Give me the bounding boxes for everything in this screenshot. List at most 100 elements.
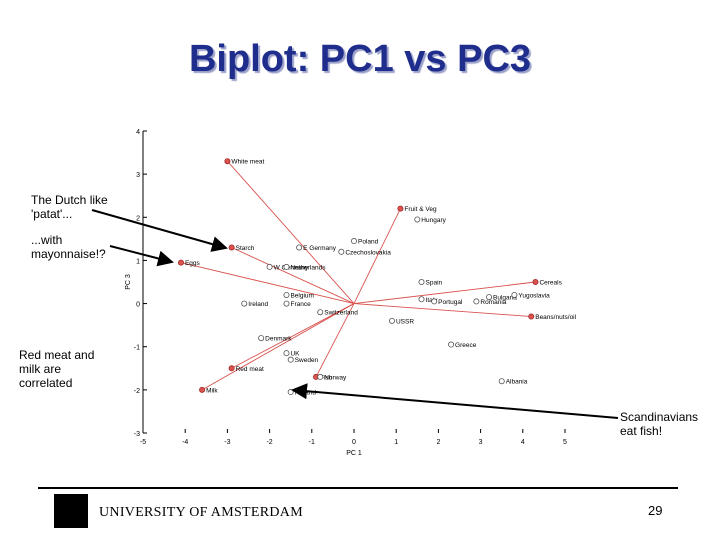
slide-title: Biplot: PC1 vs PC3 <box>188 38 532 80</box>
country-point-marker <box>317 309 324 316</box>
loading-vector <box>353 208 401 304</box>
x-tick-label: 2 <box>436 439 440 446</box>
loading-vector <box>201 303 355 391</box>
country-point-marker <box>486 294 493 301</box>
variable-point-label: Beans/nuts/oil <box>535 314 576 321</box>
note-dutch: The Dutch like 'patat'... <box>31 193 108 221</box>
y-tick-label: -2 <box>134 388 140 395</box>
footer-rule <box>38 487 678 489</box>
country-point-marker <box>287 356 294 363</box>
country-point-label: Romania <box>480 299 506 306</box>
note-mayonnaise: ...with mayonnaise!? <box>31 233 106 261</box>
country-point-label: Poland <box>358 239 379 246</box>
note-red-meat-milk: Red meat and milk are correlated <box>19 348 95 390</box>
x-tick-label: 5 <box>563 439 567 446</box>
y-tick-label: 4 <box>136 129 140 136</box>
country-point-marker <box>317 373 324 380</box>
university-logo-icon <box>54 494 88 528</box>
arrow-dutch <box>91 209 228 252</box>
page-number: 29 <box>648 503 663 518</box>
variable-point-marker <box>228 365 235 372</box>
note-scandinavians: Scandinavians eat fish! <box>620 410 699 438</box>
x-tick-label: 0 <box>352 439 356 446</box>
x-tick-label: -4 <box>182 439 188 446</box>
variable-point-label: Fruit & Veg <box>404 206 437 213</box>
country-point-marker <box>266 263 273 270</box>
country-point-marker <box>414 216 421 223</box>
country-point-marker <box>283 350 290 357</box>
country-point-marker <box>338 248 345 255</box>
loading-vector <box>180 262 355 305</box>
country-point-label: Bulgaria <box>493 295 517 302</box>
country-point-label: Greece <box>455 342 477 349</box>
axes-layer: -3 -2 -1 0 1 2 3 4 -5 -4 -3 -2 -1 0 1 2 3 4 5 PC 1 PC 3 <box>125 129 567 457</box>
country-point-label: Netherlands <box>290 264 326 271</box>
variable-point-label: White meat <box>231 159 264 166</box>
country-point-label: Albania <box>506 379 528 386</box>
y-tick-label: 1 <box>136 258 140 265</box>
y-axis-label: PC 3 <box>125 274 132 290</box>
points-layer: White meat Fruit & Veg Starch Eggs Cereals Be… <box>177 158 577 397</box>
y-tick-label: 3 <box>136 172 140 179</box>
country-point-marker <box>283 263 290 270</box>
loading-vector <box>353 281 536 305</box>
country-point-label: USSR <box>396 318 414 325</box>
country-point-marker <box>241 300 248 307</box>
x-tick-label: 4 <box>521 439 525 446</box>
x-tick-label: 1 <box>394 439 398 446</box>
country-point-label: Belgium <box>290 292 313 299</box>
country-point-label: W Germany <box>274 264 309 271</box>
country-point-marker <box>473 298 480 305</box>
variable-point-label: Cereals <box>539 280 562 287</box>
loading-vectors-layer <box>180 160 536 391</box>
y-tick-label: -3 <box>134 431 140 438</box>
x-axis-label: PC 1 <box>346 450 362 457</box>
loading-vector <box>231 247 355 304</box>
country-point-marker <box>296 244 303 251</box>
country-point-label: Portugal <box>438 299 463 306</box>
variable-point-label: Eggs <box>185 260 201 267</box>
country-point-marker <box>350 238 357 245</box>
country-point-marker <box>418 296 425 303</box>
x-tick-label: -2 <box>266 439 272 446</box>
country-point-marker <box>287 389 294 396</box>
country-point-label: Hungary <box>421 217 446 224</box>
variable-point-marker <box>228 244 235 251</box>
arrow-mayo <box>109 245 174 267</box>
x-tick-label: -1 <box>309 439 315 446</box>
loading-vector <box>315 303 355 378</box>
country-point-label: Denmark <box>265 336 292 343</box>
variable-point-marker <box>532 278 539 285</box>
country-point-marker <box>388 317 395 324</box>
variable-point-label: Fish <box>320 374 333 381</box>
variable-point-marker <box>199 386 206 393</box>
arrow-scandinavians <box>291 383 619 419</box>
country-point-marker <box>258 335 265 342</box>
variable-point-marker <box>528 313 535 320</box>
country-point-label: Sweden <box>295 357 319 364</box>
y-tick-label: 2 <box>136 215 140 222</box>
x-tick-label: -3 <box>224 439 230 446</box>
country-point-label: UK <box>290 351 300 358</box>
country-point-label: Switzerland <box>324 310 358 317</box>
country-point-label: Yugoslavia <box>518 292 550 299</box>
country-point-marker <box>511 291 518 298</box>
country-point-marker <box>448 341 455 348</box>
country-point-marker <box>498 378 505 385</box>
loading-vector <box>231 303 355 369</box>
country-point-marker <box>283 300 290 307</box>
university-name: UNIVERSITY OF AMSTERDAM <box>99 505 303 520</box>
country-point-label: France <box>290 301 311 308</box>
country-point-label: Ireland <box>248 301 268 308</box>
country-point-label: Czechoslovakia <box>345 249 391 256</box>
loading-vector <box>353 303 532 317</box>
country-point-marker <box>418 278 425 285</box>
annotation-arrows-layer <box>91 209 619 419</box>
loading-vector <box>227 160 355 304</box>
country-point-marker <box>283 291 290 298</box>
y-tick-label: -1 <box>134 345 140 352</box>
country-point-label: Spain <box>426 280 443 287</box>
country-point-label: E Germany <box>303 245 337 252</box>
variable-point-label: Red meat <box>236 366 264 373</box>
